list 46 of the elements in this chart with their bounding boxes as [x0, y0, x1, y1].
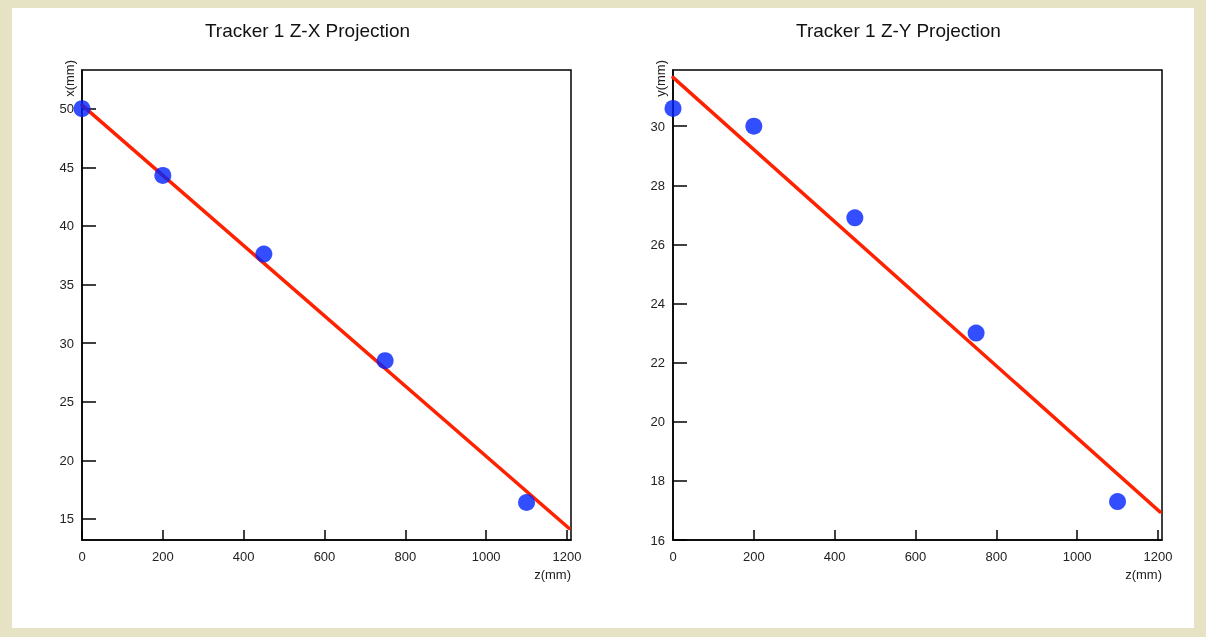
x-axis-title: z(mm)	[534, 567, 571, 582]
x-tick-label: 200	[151, 549, 174, 564]
y-axis-title: y(mm)	[653, 60, 668, 97]
y-tick-label: 25	[59, 394, 74, 410]
y-tick-label: 50	[59, 101, 74, 117]
y-tick-label: 45	[59, 159, 74, 175]
point	[664, 99, 682, 117]
y-tick-label: 22	[650, 355, 665, 371]
y-tick-label: 20	[59, 452, 74, 468]
point	[518, 494, 536, 511]
x-tick-label: 600	[313, 549, 336, 564]
y-tick-label: 26	[650, 236, 665, 252]
x-tick-label: 400	[232, 549, 255, 564]
y-tick-label: 18	[650, 473, 665, 489]
point	[967, 324, 985, 342]
point	[1109, 493, 1127, 511]
y-axis-title: x(mm)	[62, 60, 77, 97]
chart-title: Tracker 1 Z-Y Projection	[796, 20, 1001, 41]
x-tick-label: 600	[904, 549, 927, 564]
y-tick-label: 28	[650, 177, 665, 193]
point	[73, 100, 91, 118]
y-tick-label: 35	[59, 276, 74, 292]
x-tick-label: 1200	[1143, 549, 1173, 564]
x-tick-label: 1000	[471, 549, 501, 564]
x-tick-label: 0	[669, 549, 677, 564]
y-tick-label: 15	[59, 511, 74, 527]
x-tick-label: 200	[742, 549, 765, 564]
x-tick-label: 1000	[1062, 549, 1092, 564]
y-tick-label: 24	[650, 296, 665, 312]
chart-title: Tracker 1 Z-X Projection	[204, 20, 411, 41]
y-tick-label: 20	[650, 414, 665, 430]
x-tick-label: 800	[394, 549, 417, 564]
point	[745, 117, 763, 135]
point	[376, 352, 394, 370]
x-tick-label: 800	[985, 549, 1008, 564]
x-tick-label: 1200	[552, 549, 582, 564]
x-axis-title: z(mm)	[1125, 567, 1162, 582]
y-tick-label: 40	[59, 218, 74, 234]
point	[154, 166, 172, 184]
x-tick-label: 400	[823, 549, 846, 564]
point	[255, 245, 273, 263]
point	[846, 209, 864, 227]
y-tick-label: 30	[59, 335, 74, 351]
x-tick-label: 0	[78, 549, 86, 564]
y-tick-label: 16	[650, 532, 665, 548]
y-tick-label: 30	[650, 118, 665, 134]
